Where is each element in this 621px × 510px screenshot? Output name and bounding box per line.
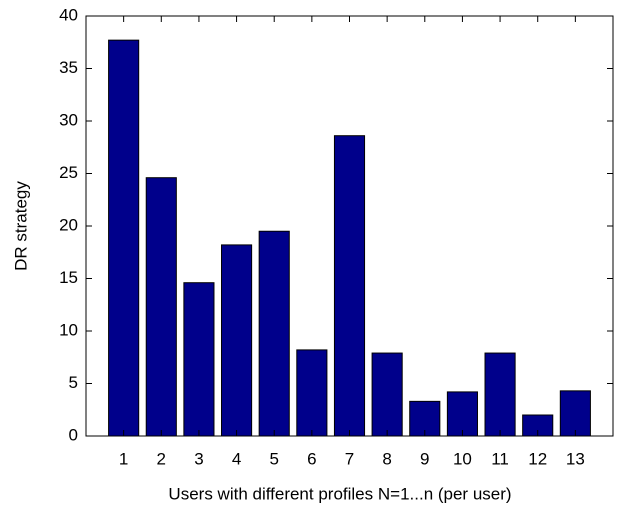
- x-axis-label: Users with different profiles N=1...n (p…: [168, 484, 511, 503]
- y-tick-label: 0: [69, 425, 78, 444]
- x-tick-label: 7: [345, 449, 354, 468]
- x-tick-label: 10: [453, 449, 472, 468]
- bar: [296, 349, 328, 437]
- x-tick-label: 12: [528, 449, 547, 468]
- bar: [446, 391, 478, 437]
- x-tick-label: 9: [420, 449, 429, 468]
- bar: [145, 177, 177, 437]
- y-axis-label: DR strategy: [11, 181, 30, 271]
- y-tick-label: 15: [59, 268, 78, 287]
- x-tick-label: 2: [157, 449, 166, 468]
- bar: [559, 390, 591, 437]
- y-tick-label: 20: [59, 215, 78, 234]
- x-tick-label: 11: [491, 449, 509, 468]
- x-tick-label: 1: [119, 449, 128, 468]
- y-tick-label: 10: [59, 320, 78, 339]
- y-tick-label: 30: [59, 110, 78, 129]
- x-tick-label: 5: [269, 449, 278, 468]
- y-tick-label: 35: [59, 58, 78, 77]
- bar: [484, 352, 516, 437]
- bar: [108, 39, 140, 437]
- bar: [258, 230, 290, 437]
- bar: [183, 282, 215, 437]
- x-tick-label: 13: [566, 449, 585, 468]
- x-tick-label: 3: [194, 449, 203, 468]
- y-tick-label: 5: [69, 373, 78, 392]
- x-tick-label: 6: [307, 449, 316, 468]
- x-tick-label: 8: [382, 449, 391, 468]
- bar: [371, 352, 403, 437]
- y-tick-label: 25: [59, 163, 78, 182]
- y-tick-label: 40: [59, 5, 78, 24]
- bar: [221, 244, 253, 437]
- x-tick-label: 4: [232, 449, 241, 468]
- bar: [333, 135, 366, 437]
